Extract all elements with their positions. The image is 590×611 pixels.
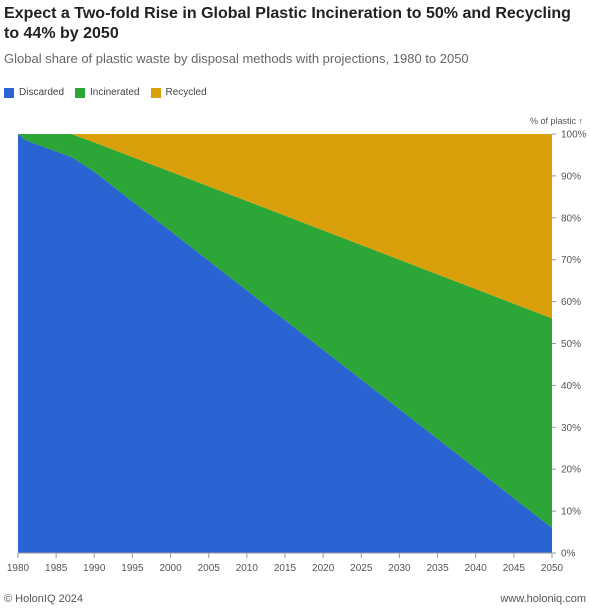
y-tick-label-90: 90% — [561, 171, 581, 182]
x-tick-label-1990: 1990 — [83, 563, 106, 574]
x-tick-label-2050: 2050 — [541, 563, 564, 574]
x-tick-label-1980: 1980 — [7, 563, 30, 574]
area-incinerated — [18, 134, 552, 528]
x-tick-label-1985: 1985 — [45, 563, 68, 574]
x-tick-label-2045: 2045 — [503, 563, 526, 574]
x-tick-label-2005: 2005 — [198, 563, 221, 574]
x-tick-label-2030: 2030 — [388, 563, 411, 574]
y-tick-label-20: 20% — [561, 465, 581, 476]
y-tick-label-60: 60% — [561, 297, 581, 308]
legend-label-discarded: Discarded — [19, 87, 65, 98]
legend-item-discarded[interactable]: Discarded — [4, 87, 64, 98]
x-tick-label-2025: 2025 — [350, 563, 373, 574]
y-tick-label-30: 30% — [561, 423, 581, 434]
legend-swatch-recycled — [150, 87, 161, 98]
legend-swatch-incinerated — [75, 87, 86, 98]
x-tick-label-1995: 1995 — [121, 563, 144, 574]
y-tick-label-50: 50% — [561, 339, 581, 350]
chart-title: Expect a Two-fold Rise in Global Plastic… — [4, 5, 571, 42]
website-link[interactable]: www.holoniq.com — [500, 593, 586, 605]
legend-item-recycled[interactable]: Recycled — [150, 87, 207, 98]
y-tick-label-100: 100% — [561, 130, 587, 141]
x-tick-label-2040: 2040 — [465, 563, 488, 574]
y-tick-label-0: 0% — [561, 549, 576, 560]
y-tick-label-80: 80% — [561, 213, 581, 224]
x-tick-label-2015: 2015 — [274, 563, 297, 574]
area-recycled — [18, 134, 552, 319]
legend-label-recycled: Recycled — [165, 87, 207, 98]
y-tick-label-40: 40% — [561, 381, 581, 392]
legend: Discarded Incinerated Recycled — [4, 87, 218, 98]
x-tick-label-2000: 2000 — [159, 563, 182, 574]
area-discarded — [18, 134, 552, 553]
x-tick-label-2020: 2020 — [312, 563, 335, 574]
legend-label-incinerated: Incinerated — [90, 87, 140, 98]
x-tick-label-2010: 2010 — [236, 563, 259, 574]
y-axis-title: % of plastic ↑ — [530, 116, 583, 126]
y-tick-label-70: 70% — [561, 255, 581, 266]
chart-subtitle: Global share of plastic waste by disposa… — [4, 51, 469, 66]
legend-swatch-discarded — [4, 87, 14, 98]
y-tick-label-10: 10% — [561, 507, 581, 518]
legend-item-incinerated[interactable]: Incinerated — [75, 87, 140, 98]
copyright-text: © HolonIQ 2024 — [4, 593, 84, 605]
x-tick-label-2035: 2035 — [426, 563, 449, 574]
